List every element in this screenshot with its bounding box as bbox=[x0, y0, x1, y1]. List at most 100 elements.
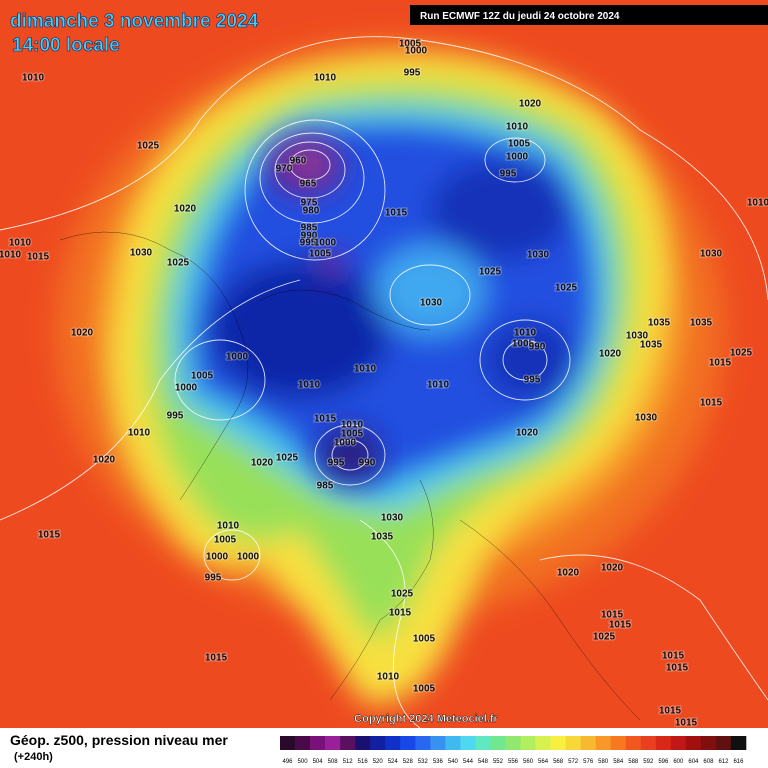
colorbar-label: 584 bbox=[613, 759, 624, 765]
colorbar-label: 540 bbox=[448, 759, 459, 765]
isobar-label: 1005 bbox=[508, 139, 531, 150]
isobar-label: 1005 bbox=[214, 535, 237, 546]
colorbar-swatch bbox=[670, 736, 687, 750]
isobar-label: 1030 bbox=[420, 298, 443, 309]
isobar-lines bbox=[0, 36, 768, 728]
colorbar-label: 616 bbox=[733, 759, 744, 765]
colorbar-label: 532 bbox=[418, 759, 429, 765]
colorbar-label: 520 bbox=[373, 759, 384, 765]
colorbar-swatch bbox=[415, 736, 431, 750]
colorbar-label: 580 bbox=[598, 759, 609, 765]
colorbar-swatch bbox=[280, 736, 296, 750]
isobar-label: 965 bbox=[300, 179, 317, 190]
isobar-label: 1000 bbox=[175, 383, 198, 394]
isobar-label: 1015 bbox=[700, 398, 723, 409]
isobar-label: 1010 bbox=[217, 521, 240, 532]
isobar-label: 995 bbox=[524, 375, 541, 386]
isobar-label: 995 bbox=[328, 458, 345, 469]
colorbar-label: 516 bbox=[358, 759, 369, 765]
isobar-label: 1015 bbox=[709, 358, 732, 369]
colorbar: 496 500 504 508 512 516 520 524 528 532 536 540 544 5… bbox=[280, 736, 747, 765]
isobar-label: 1015 bbox=[601, 610, 624, 621]
isobar-label: 1025 bbox=[276, 453, 299, 464]
isobar-label: 1030 bbox=[527, 250, 550, 261]
isobar-label: 1010 bbox=[314, 73, 337, 84]
isobar-label: 1025 bbox=[730, 348, 753, 359]
isobar-label: 1015 bbox=[27, 252, 50, 263]
map-field bbox=[0, 0, 768, 728]
coastlines bbox=[59, 231, 641, 721]
isobar-label: 1010 bbox=[514, 328, 537, 339]
isobar-label: 1010 bbox=[377, 672, 400, 683]
isobar-label: 1005 bbox=[309, 249, 332, 260]
isobar-label: 1015 bbox=[609, 620, 632, 631]
isobar-label: 1025 bbox=[137, 141, 160, 152]
isobar-label: 960 bbox=[290, 156, 307, 167]
colorbar-swatch bbox=[595, 736, 612, 750]
colorbar-label: 500 bbox=[298, 759, 309, 765]
isobar-label: 1035 bbox=[640, 340, 663, 351]
isobar-label: 1035 bbox=[371, 532, 394, 543]
colorbar-label: 576 bbox=[583, 759, 594, 765]
isobar-label: 1005 bbox=[413, 684, 436, 695]
isobar-label: 985 bbox=[301, 223, 318, 234]
isobar-label: 1005 bbox=[191, 371, 214, 382]
colorbar-swatch bbox=[370, 736, 386, 750]
colorbar-label: 496 bbox=[283, 759, 294, 765]
isobar-label: 1030 bbox=[700, 249, 723, 260]
colorbar-label: 604 bbox=[688, 759, 699, 765]
colorbar-swatch bbox=[625, 736, 642, 750]
isobar-labels: 1010 1025 1020 1010 1010 1015 1030 1025 1020 1000… bbox=[0, 38, 768, 730]
colorbar-label: 524 bbox=[388, 759, 399, 765]
colorbar-label: 552 bbox=[493, 759, 504, 765]
isobar-label: 1030 bbox=[381, 513, 404, 524]
isobar-label: 1020 bbox=[557, 568, 580, 579]
local-time: 14:00 locale bbox=[12, 35, 120, 56]
isobar-label: 1010 bbox=[747, 198, 768, 209]
colorbar-label: 588 bbox=[628, 759, 639, 765]
run-box bbox=[410, 5, 768, 25]
colorbar-label: 556 bbox=[508, 759, 519, 765]
colorbar-swatch bbox=[580, 736, 596, 750]
isobar-label: 1020 bbox=[174, 204, 197, 215]
forecast-lead: (+240h) bbox=[14, 751, 53, 763]
isobar-label: 1030 bbox=[635, 413, 658, 424]
isobar-label: 1015 bbox=[389, 608, 412, 619]
colorbar-label: 568 bbox=[553, 759, 564, 765]
isobar-label: 1010 bbox=[0, 250, 22, 261]
date: dimanche 3 novembre 2024 bbox=[10, 11, 259, 32]
isobar-label: 1000 bbox=[237, 552, 260, 563]
colorbar-swatch bbox=[475, 736, 491, 750]
isobar-label: 990 bbox=[301, 231, 318, 242]
colorbar-swatch bbox=[700, 736, 717, 750]
isobar-label: 1010 bbox=[341, 420, 364, 431]
colorbar-swatch bbox=[340, 736, 356, 750]
colorbar-swatch bbox=[400, 736, 416, 750]
isobar-label: 1010 bbox=[506, 122, 529, 133]
isobar-label: 985 bbox=[317, 481, 334, 492]
isobar-label: 1035 bbox=[648, 318, 671, 329]
colorbar-swatch bbox=[640, 736, 657, 750]
colorbar-label: 572 bbox=[568, 759, 579, 765]
isobar-label: 1005 bbox=[512, 339, 535, 350]
copyright: Copyright 2024 Meteociel.fr bbox=[354, 713, 498, 725]
isobar-label: 1010 bbox=[22, 73, 45, 84]
colorbar-swatch bbox=[520, 736, 536, 750]
colorbar-swatch bbox=[295, 736, 311, 750]
colorbar-swatch bbox=[385, 736, 401, 750]
isobar-label: 1015 bbox=[38, 530, 61, 541]
colorbar-label: 564 bbox=[538, 759, 549, 765]
isobar-label: 1015 bbox=[314, 414, 337, 425]
isobar-label: 995 bbox=[404, 68, 421, 79]
isobar-label: 1025 bbox=[555, 283, 578, 294]
isobar-label: 995 bbox=[500, 169, 517, 180]
isobar-label: 1000 bbox=[506, 152, 529, 163]
isobar-label: 1030 bbox=[130, 248, 153, 259]
isobar-label: 1030 bbox=[626, 331, 649, 342]
isobar-label: 1020 bbox=[599, 349, 622, 360]
isobar-label: 970 bbox=[276, 164, 293, 175]
colorbar-swatch bbox=[610, 736, 627, 750]
colorbar-swatch bbox=[655, 736, 672, 750]
colorbar-label: 536 bbox=[433, 759, 444, 765]
